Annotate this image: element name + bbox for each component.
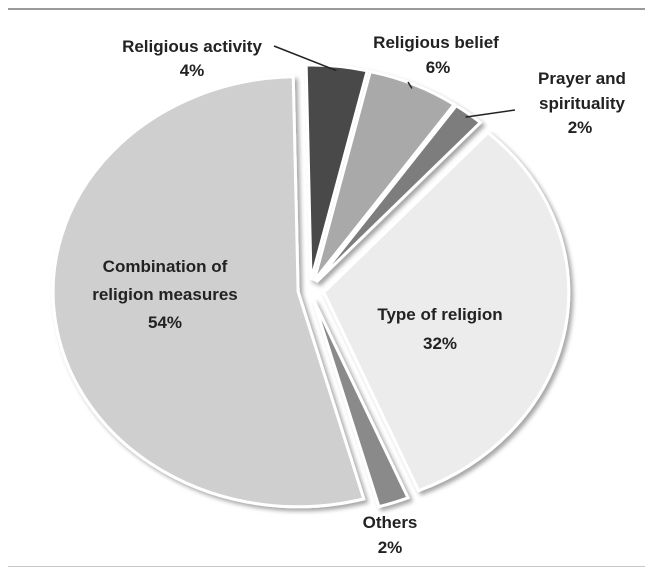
- pie-slice-religious-belief: [312, 69, 457, 282]
- leader-line-religious-belief: [407, 81, 413, 89]
- pct-others: 2%: [378, 538, 403, 557]
- pie-slice-combination-of-religion-measures: [51, 75, 366, 509]
- bottom-rule: [8, 566, 645, 567]
- leader-line-prayer-and-spirituality: [465, 109, 516, 118]
- label-prayer-spirituality: Prayer and spirituality: [538, 69, 626, 113]
- pie-slice-religious-activity: [304, 63, 370, 281]
- leader-line-religious-activity: [273, 45, 337, 72]
- label-combination: Combination of religion measures: [92, 257, 238, 304]
- label-religious-activity: Religious activity: [122, 37, 262, 56]
- pie-slice-others: [311, 298, 411, 509]
- pct-religious-activity: 4%: [180, 61, 205, 80]
- pie-slice-type-of-religion: [321, 130, 571, 493]
- pie-slice-prayer-and-spirituality: [315, 103, 483, 284]
- label-type-of-religion: Type of religion: [377, 305, 502, 324]
- pct-type-of-religion: 32%: [423, 334, 457, 353]
- pct-combination: 54%: [148, 313, 182, 332]
- label-others: Others: [363, 513, 418, 532]
- pct-religious-belief: 6%: [426, 58, 451, 77]
- top-rule: [8, 8, 645, 10]
- pct-prayer-spirituality: 2%: [568, 118, 593, 137]
- label-religious-belief: Religious belief: [373, 33, 499, 52]
